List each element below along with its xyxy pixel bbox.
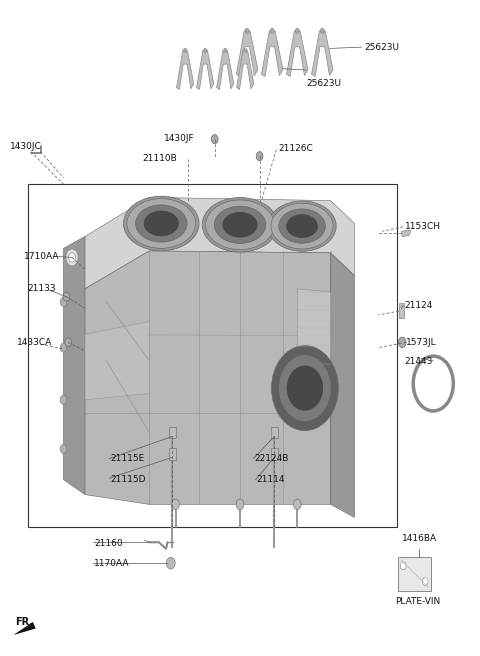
Bar [28,184,397,527]
Circle shape [224,49,227,52]
Bar [399,303,404,318]
Circle shape [63,292,70,301]
Polygon shape [401,230,411,237]
Bar [169,448,176,460]
Circle shape [183,49,187,52]
Ellipse shape [279,209,325,243]
Circle shape [236,499,244,510]
Ellipse shape [144,211,179,236]
Polygon shape [85,321,149,400]
Ellipse shape [202,197,278,252]
Polygon shape [287,31,308,77]
Ellipse shape [287,366,323,410]
Circle shape [65,338,72,347]
Ellipse shape [287,215,318,237]
Text: 21124: 21124 [405,300,433,310]
Circle shape [245,28,249,33]
Text: 21126C: 21126C [278,144,313,153]
Circle shape [167,558,175,569]
Circle shape [211,134,218,144]
Polygon shape [63,237,85,495]
Text: 21160: 21160 [95,539,123,548]
Circle shape [172,499,180,510]
Bar [169,426,176,438]
Circle shape [256,152,263,161]
Text: 1430JF: 1430JF [164,134,194,143]
Text: 25623U: 25623U [364,43,399,52]
Polygon shape [216,51,234,90]
Text: PLATE-VIN: PLATE-VIN [395,596,440,605]
Ellipse shape [135,205,187,242]
Text: 1416BA: 1416BA [402,534,437,543]
Bar [271,426,278,438]
Text: 22124B: 22124B [254,454,288,463]
Ellipse shape [214,206,266,243]
Circle shape [422,577,428,585]
Circle shape [204,49,207,52]
Polygon shape [197,51,214,90]
Ellipse shape [127,199,196,249]
Ellipse shape [205,200,275,250]
Circle shape [60,444,67,453]
Text: 1430JC: 1430JC [10,142,42,151]
Ellipse shape [223,213,257,237]
Circle shape [270,28,274,33]
Polygon shape [237,51,254,90]
Text: 1153CH: 1153CH [405,222,441,232]
Bar [271,448,278,460]
Text: 25623U: 25623U [307,79,342,87]
Polygon shape [237,31,258,77]
Text: 21133: 21133 [28,284,56,293]
Circle shape [66,249,78,266]
Ellipse shape [268,201,336,251]
Polygon shape [312,31,333,77]
Circle shape [60,343,67,352]
Polygon shape [177,51,194,90]
Circle shape [398,337,406,348]
Circle shape [400,562,406,569]
Polygon shape [262,31,283,77]
Circle shape [60,297,67,306]
Ellipse shape [271,203,333,249]
Text: 21115D: 21115D [110,475,146,484]
Polygon shape [13,622,36,635]
Text: 21115E: 21115E [110,454,144,463]
Polygon shape [331,253,355,518]
Text: 1573JL: 1573JL [406,338,437,347]
Ellipse shape [123,196,199,251]
Text: 1433CA: 1433CA [17,338,52,347]
Bar [398,557,431,590]
Polygon shape [85,197,355,289]
Polygon shape [85,251,331,504]
Circle shape [321,28,324,33]
Circle shape [293,499,301,510]
Circle shape [295,28,299,33]
Polygon shape [297,289,331,367]
Text: 1710AA: 1710AA [24,252,60,260]
Circle shape [60,396,67,405]
Ellipse shape [279,355,331,421]
Text: 1170AA: 1170AA [95,559,130,567]
Text: 21114: 21114 [257,475,285,484]
Ellipse shape [272,346,338,430]
Circle shape [69,253,75,262]
Text: 21443: 21443 [405,358,433,367]
Text: FR.: FR. [15,617,33,627]
Text: 21110B: 21110B [142,154,177,163]
Circle shape [244,49,247,52]
